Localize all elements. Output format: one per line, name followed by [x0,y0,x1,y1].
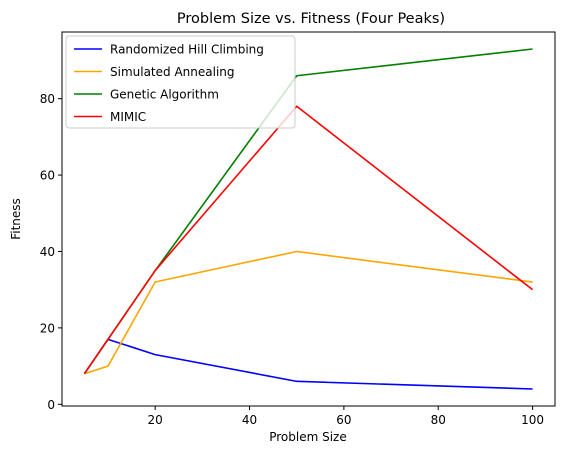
y-tick-label: 0 [47,398,55,412]
y-axis-ticks: 0 20 40 60 80 [40,92,62,412]
x-tick-label: 40 [242,413,257,427]
y-tick-label: 60 [40,169,55,183]
legend-label: Genetic Algorithm [110,88,219,102]
legend-label: Simulated Annealing [110,65,235,79]
x-tick-label: 20 [148,413,163,427]
y-tick-label: 40 [40,245,55,259]
x-axis-label: Problem Size [269,430,347,444]
y-tick-label: 20 [40,321,55,335]
x-axis-ticks: 20 40 60 80 100 [148,406,544,427]
y-axis-label: Fitness [9,198,23,240]
chart-title: Problem Size vs. Fitness (Four Peaks) [177,11,445,27]
legend: Randomized Hill Climbing Simulated Anneal… [65,35,296,129]
legend-label: Randomized Hill Climbing [110,43,264,57]
y-tick-label: 80 [40,92,55,106]
series-lines [83,48,534,390]
x-tick-label: 100 [521,413,544,427]
legend-label: MIMIC [110,110,146,124]
x-tick-label: 80 [431,413,446,427]
x-tick-label: 60 [336,413,351,427]
legend-box [65,35,296,129]
axes-border [61,31,556,407]
